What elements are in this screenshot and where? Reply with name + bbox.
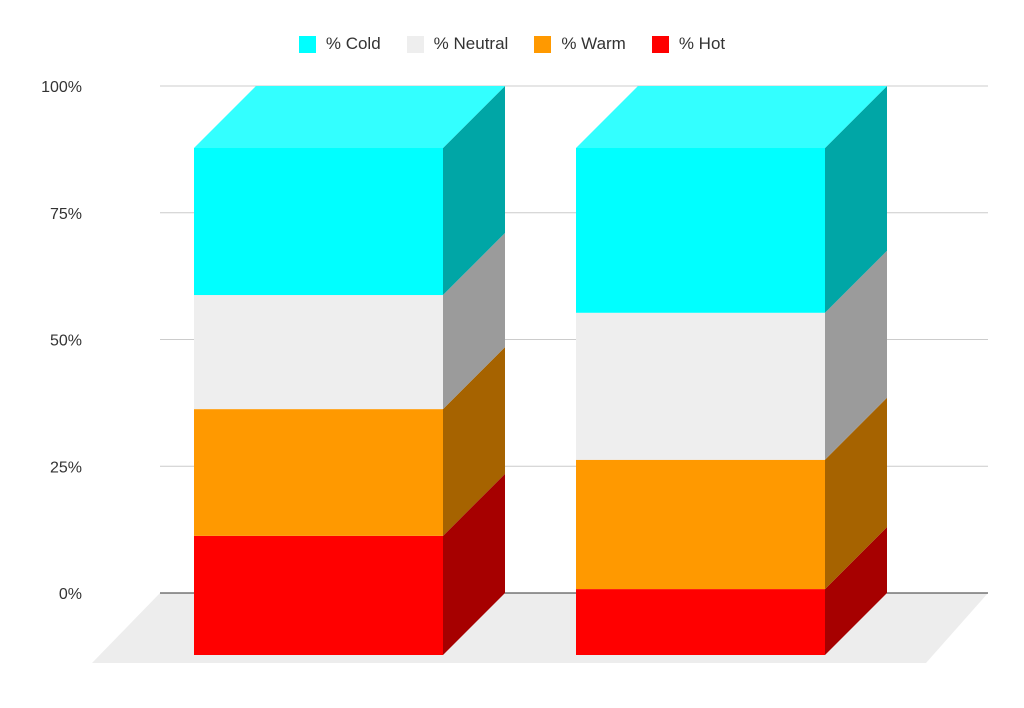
- bar-segment: [576, 148, 825, 313]
- y-tick-label: 75%: [50, 206, 82, 223]
- bar-top-face: [576, 86, 887, 148]
- bar-segment: [194, 535, 443, 655]
- bar-segment-side: [825, 397, 887, 590]
- bar-segment: [576, 589, 825, 655]
- legend-swatch: [298, 35, 316, 53]
- bar-segment: [576, 312, 825, 460]
- legend-item: % Cold: [298, 34, 381, 54]
- legend-item: % Neutral: [406, 34, 509, 54]
- bar-segment: [194, 409, 443, 536]
- bar-segment-side: [443, 86, 505, 296]
- bar-top-face: [194, 86, 505, 148]
- bar-stack: [194, 86, 505, 655]
- bar-segment-side: [443, 473, 505, 655]
- bar-segment-side: [825, 86, 887, 313]
- legend-swatch: [534, 35, 552, 53]
- chart-legend: % Cold % Neutral % Warm % Hot: [0, 30, 1024, 58]
- bar-segment-side: [443, 347, 505, 536]
- legend-item: % Warm: [534, 34, 626, 54]
- bar-segment-side: [443, 233, 505, 410]
- bar-segment: [576, 459, 825, 590]
- y-tick-label: 0%: [59, 586, 82, 603]
- bar-segment-side: [825, 250, 887, 460]
- bar-segment-side: [825, 527, 887, 655]
- legend-label: % Cold: [325, 34, 381, 53]
- legend-label: % Neutral: [433, 34, 509, 53]
- legend-swatch: [406, 35, 424, 53]
- y-tick-label: 50%: [50, 333, 82, 350]
- bar-segment: [194, 295, 443, 410]
- y-tick-label: 100%: [41, 79, 82, 96]
- legend-label: % Warm: [561, 34, 626, 53]
- bar-segment: [194, 148, 443, 296]
- legend-swatch: [651, 35, 669, 53]
- y-tick-label: 25%: [50, 459, 82, 476]
- bar-stack: [576, 86, 887, 655]
- legend-item: % Hot: [651, 34, 726, 54]
- legend-label: % Hot: [678, 34, 726, 53]
